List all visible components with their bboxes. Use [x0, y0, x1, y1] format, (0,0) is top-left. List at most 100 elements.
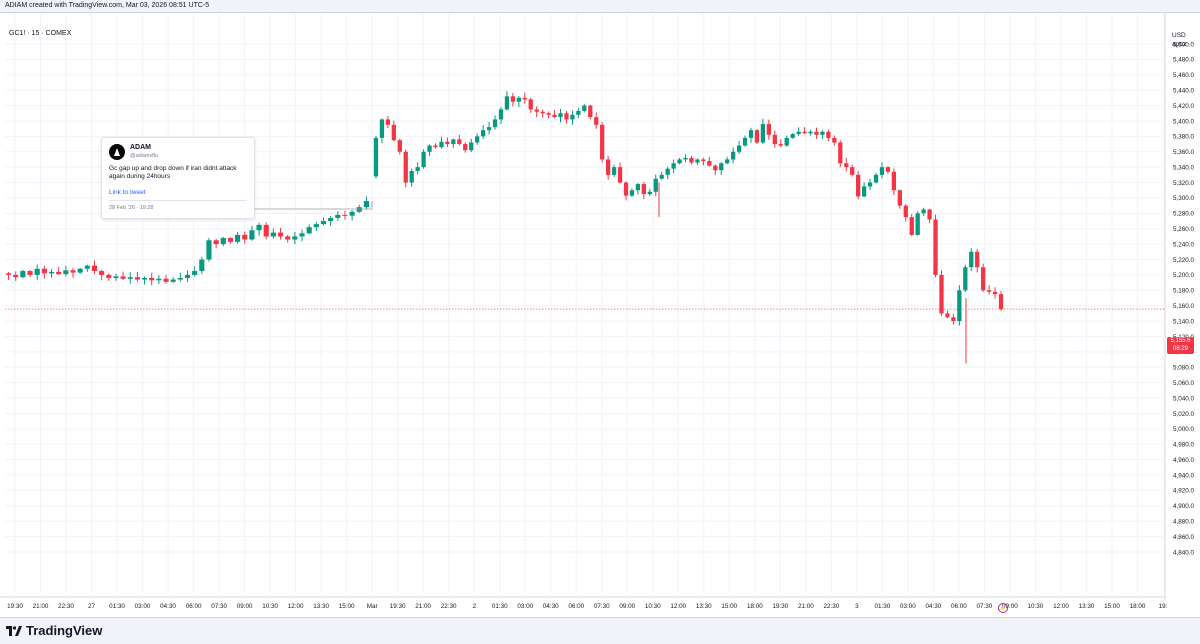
- candle-body: [469, 142, 474, 151]
- x-tick-label: 19:30: [772, 603, 788, 610]
- candle-body: [927, 209, 932, 220]
- candle-body: [20, 271, 26, 278]
- y-tick-label: 5,340.0: [1173, 164, 1195, 171]
- candle-body: [177, 277, 183, 280]
- y-tick-label: 5,080.0: [1173, 365, 1195, 372]
- candle-body: [457, 139, 462, 145]
- tweet-link[interactable]: Link to tweet: [109, 189, 146, 196]
- candle-body: [546, 113, 551, 115]
- candle-body: [528, 99, 533, 110]
- y-tick-label: 4,900.0: [1173, 503, 1195, 510]
- candle-body: [790, 134, 795, 138]
- candle-body: [677, 159, 682, 164]
- candle-body: [263, 224, 269, 237]
- axis-currency[interactable]: USD apoz: [1172, 31, 1186, 49]
- candle-body: [981, 267, 986, 291]
- divider: [109, 200, 247, 201]
- y-tick-label: 5,360.0: [1173, 149, 1195, 156]
- y-tick-label: 5,500.0: [1173, 41, 1195, 48]
- tradingview-logo[interactable]: TradingView: [6, 623, 102, 638]
- candle-body: [213, 240, 219, 245]
- candle-body: [285, 236, 291, 240]
- candle-body: [701, 159, 706, 161]
- candle-body: [120, 276, 126, 279]
- candle-body: [192, 271, 198, 275]
- candle-body: [582, 105, 587, 111]
- x-tick-label: 12:00: [670, 603, 686, 610]
- candle-body: [778, 144, 783, 146]
- candle-body: [235, 234, 241, 242]
- candle-body: [921, 209, 926, 214]
- x-tick-label: 07:30: [594, 603, 610, 610]
- candle-body: [861, 186, 867, 197]
- candle-body: [510, 96, 516, 102]
- chart-frame[interactable]: 5,500.0 5,480.0 5,460.0 5,440.0 5,420.0 5,400…: [0, 12, 1200, 618]
- candle-body: [736, 145, 742, 152]
- x-tick-label: 21:00: [415, 603, 431, 610]
- y-tick-label: 5,440.0: [1173, 87, 1195, 94]
- candle-body: [760, 124, 766, 143]
- candle-body: [969, 251, 974, 268]
- candle-body: [439, 141, 444, 148]
- x-tick-label: 2: [472, 603, 476, 610]
- x-tick-label: 04:30: [926, 603, 942, 610]
- candle-body: [134, 277, 140, 280]
- candle-body: [70, 270, 76, 273]
- candle-body: [256, 224, 262, 231]
- last-price-label: 5,155.6 08:29: [1167, 337, 1194, 354]
- candle-body: [879, 167, 885, 175]
- candle-body: [27, 271, 33, 275]
- x-tick-label: 10:30: [645, 603, 661, 610]
- candle-body: [56, 271, 62, 275]
- candle-body: [475, 136, 480, 143]
- candle-body: [963, 267, 968, 291]
- candle-body: [540, 111, 545, 114]
- bar-countdown: 08:29: [1172, 346, 1188, 352]
- candle-body: [611, 167, 617, 175]
- candle-body: [421, 151, 426, 168]
- x-tick-label: 06:00: [951, 603, 967, 610]
- candle-body: [206, 240, 212, 260]
- candle-body: [356, 207, 362, 212]
- candle-body: [826, 131, 831, 138]
- candle-body: [328, 217, 334, 222]
- chart-svg[interactable]: 5,500.0 5,480.0 5,460.0 5,440.0 5,420.0 5,400…: [0, 13, 1200, 617]
- candle-body: [463, 144, 468, 151]
- x-tick-label: 22:30: [823, 603, 839, 610]
- candle-body: [754, 130, 760, 143]
- x-tick-label: 22:30: [441, 603, 457, 610]
- tweet-date: 28 Feb '26 · 19:28: [109, 205, 154, 211]
- symbol-title[interactable]: GC1! · 15 · COMEX: [9, 30, 72, 37]
- tweet-text: Gc gap up and drop down if iran didnt at…: [109, 165, 237, 180]
- candle-body: [335, 214, 341, 218]
- candle-body: [403, 151, 408, 183]
- x-tick-label: 22:30: [58, 603, 74, 610]
- candle-body: [873, 174, 879, 183]
- candle-body: [342, 214, 348, 216]
- x-tick-label: 3: [855, 603, 859, 610]
- x-tick-label: 03:00: [517, 603, 533, 610]
- x-tick-label: 04:30: [160, 603, 176, 610]
- candle-body: [885, 167, 891, 172]
- candle-body: [623, 182, 629, 196]
- candle-body: [156, 278, 162, 281]
- candle-body: [363, 201, 369, 208]
- x-tick-label: 18:00: [1130, 603, 1146, 610]
- x-tick-label: 09:00: [1002, 603, 1018, 610]
- logo-text: TradingView: [26, 623, 103, 638]
- candle-body: [522, 97, 527, 100]
- candle-body: [945, 313, 950, 318]
- candle-body: [707, 160, 712, 166]
- candle-body: [659, 174, 664, 179]
- x-tick-label: 01:30: [874, 603, 890, 610]
- x-tick-label: 27: [88, 603, 96, 610]
- candle-body: [617, 167, 623, 183]
- x-tick-label: 09:00: [619, 603, 635, 610]
- candle-body: [480, 130, 486, 137]
- candle-body: [391, 124, 396, 141]
- candle-body: [844, 163, 849, 168]
- event-icon[interactable]: ⚡: [998, 603, 1008, 613]
- x-tick-label: Mar: [367, 603, 378, 610]
- candle-body: [516, 97, 521, 102]
- tweet-card[interactable]: ADAM @adamsflu Gc gap up and drop down i…: [101, 137, 255, 219]
